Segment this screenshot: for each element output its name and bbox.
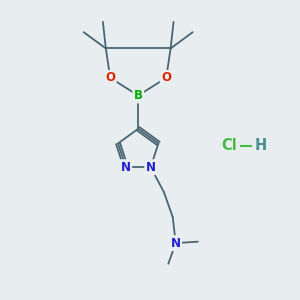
Text: N: N xyxy=(121,161,131,174)
Text: O: O xyxy=(161,71,171,84)
Text: B: B xyxy=(134,89,143,102)
Text: N: N xyxy=(146,161,156,174)
Text: Cl: Cl xyxy=(222,138,237,153)
Text: O: O xyxy=(105,71,115,84)
Text: N: N xyxy=(171,237,181,250)
Text: H: H xyxy=(254,138,266,153)
